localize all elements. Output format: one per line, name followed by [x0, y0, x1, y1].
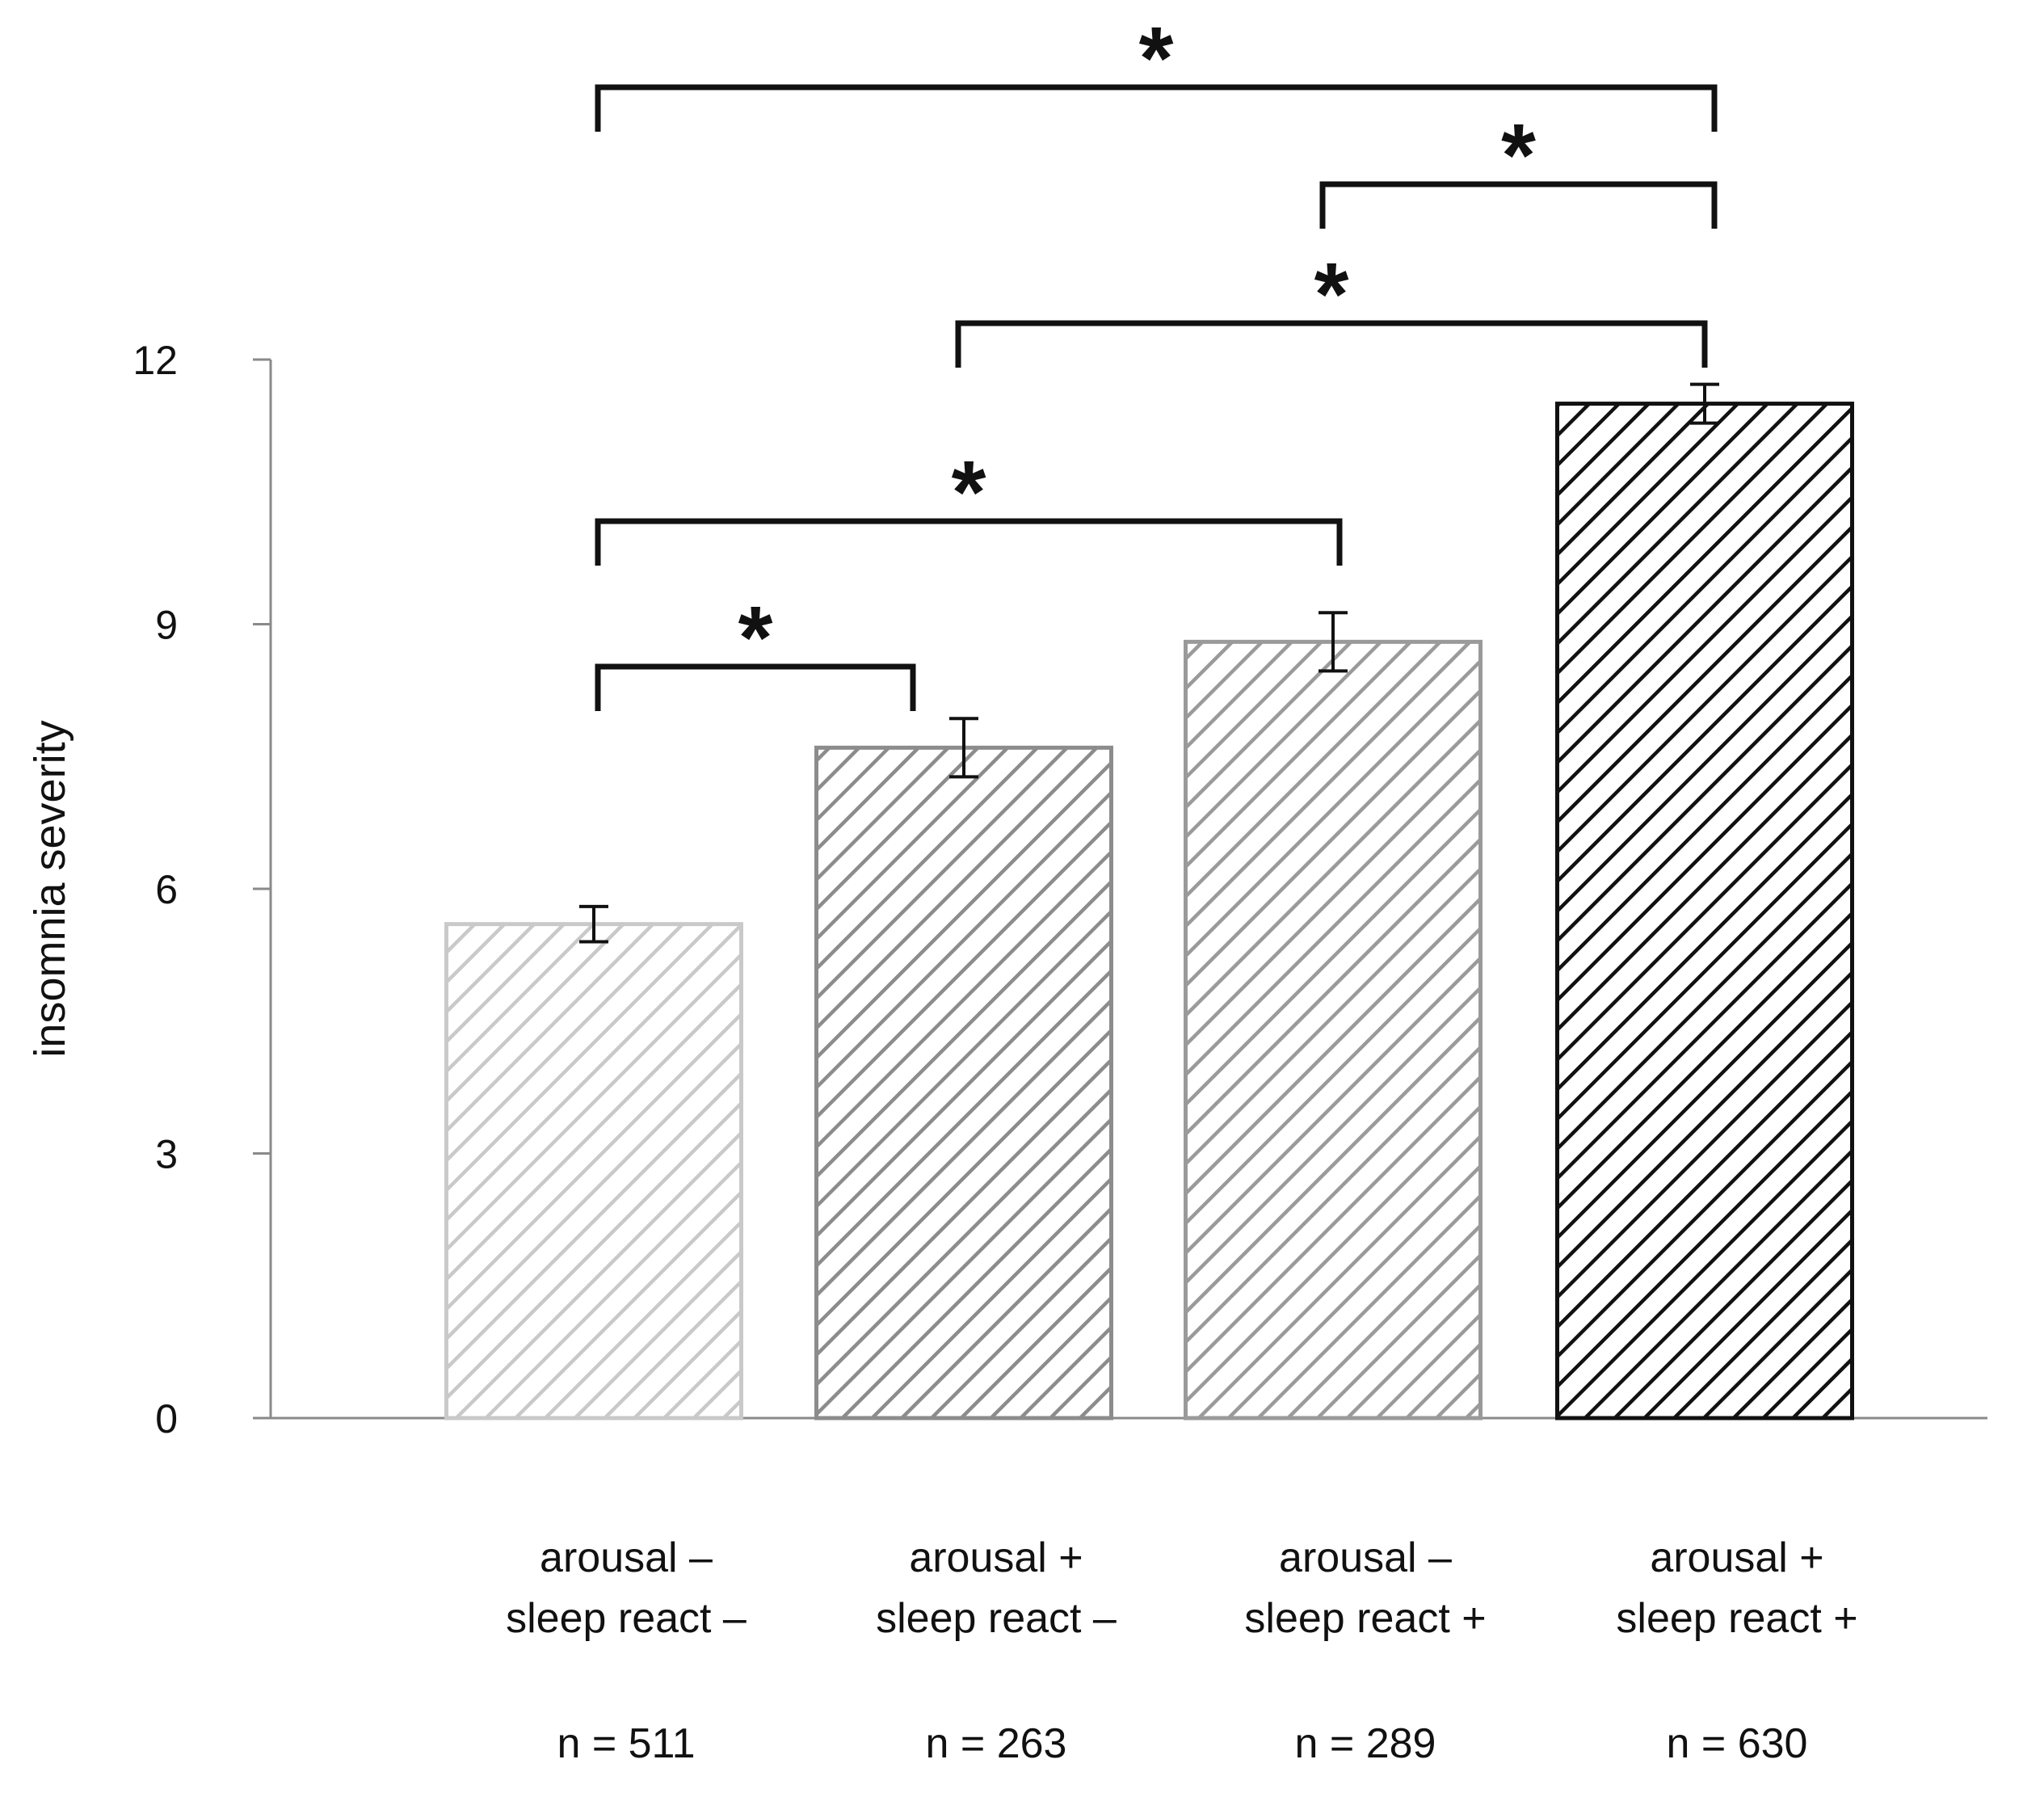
error-bar-2: [949, 717, 978, 779]
significance-bracket-1: *: [595, 588, 916, 711]
sample-size-label: n = 511: [557, 1720, 695, 1767]
sample-size-label: n = 263: [926, 1720, 1067, 1767]
category-line1: arousal –: [1279, 1534, 1452, 1581]
category-line2: sleep react –: [506, 1595, 747, 1642]
significance-star: *: [952, 443, 986, 542]
category-label-3: arousal – sleep react + n = 289: [1244, 1534, 1486, 1767]
significance-brackets: * * * * *: [595, 9, 1718, 711]
category-line1: arousal +: [909, 1534, 1083, 1581]
category-line1: arousal +: [1650, 1534, 1823, 1581]
y-axis-label: insomnia severity: [26, 720, 74, 1057]
error-bar-1: [579, 904, 608, 944]
y-tick-label: 6: [155, 867, 178, 912]
significance-star: *: [738, 588, 773, 688]
category-labels: arousal – sleep react – n = 511 arousal + sl…: [506, 1534, 1857, 1767]
significance-bracket-3: *: [955, 245, 1708, 368]
significance-bracket-4: *: [1319, 106, 1718, 229]
error-bars: [579, 382, 1719, 944]
category-label-4: arousal + sleep react + n = 630: [1616, 1534, 1857, 1767]
category-label-1: arousal – sleep react – n = 511: [506, 1534, 747, 1767]
category-line2: sleep react –: [876, 1595, 1117, 1642]
y-tick-label: 12: [132, 338, 178, 383]
bars: [444, 402, 1854, 1421]
category-label-2: arousal + sleep react – n = 263: [876, 1534, 1117, 1767]
bar-4: [1555, 402, 1854, 1421]
sample-size-label: n = 630: [1667, 1720, 1808, 1767]
significance-bracket-5: *: [595, 9, 1718, 132]
significance-bracket-2: *: [595, 443, 1343, 566]
significance-star: *: [1139, 9, 1174, 108]
category-line2: sleep react +: [1616, 1595, 1857, 1642]
y-tick-label: 9: [155, 603, 178, 648]
significance-star: *: [1501, 106, 1536, 205]
category-line2: sleep react +: [1244, 1595, 1486, 1642]
sample-size-label: n = 289: [1295, 1720, 1436, 1767]
bar-1: [444, 922, 743, 1421]
error-bar-3: [1319, 611, 1348, 673]
error-bar-4: [1690, 382, 1719, 425]
y-tick-label: 3: [155, 1132, 178, 1177]
bar-3: [1184, 639, 1483, 1421]
significance-star: *: [1314, 245, 1349, 344]
category-line1: arousal –: [540, 1534, 713, 1581]
y-tick-label: 0: [155, 1396, 178, 1442]
bar-2: [814, 745, 1113, 1421]
